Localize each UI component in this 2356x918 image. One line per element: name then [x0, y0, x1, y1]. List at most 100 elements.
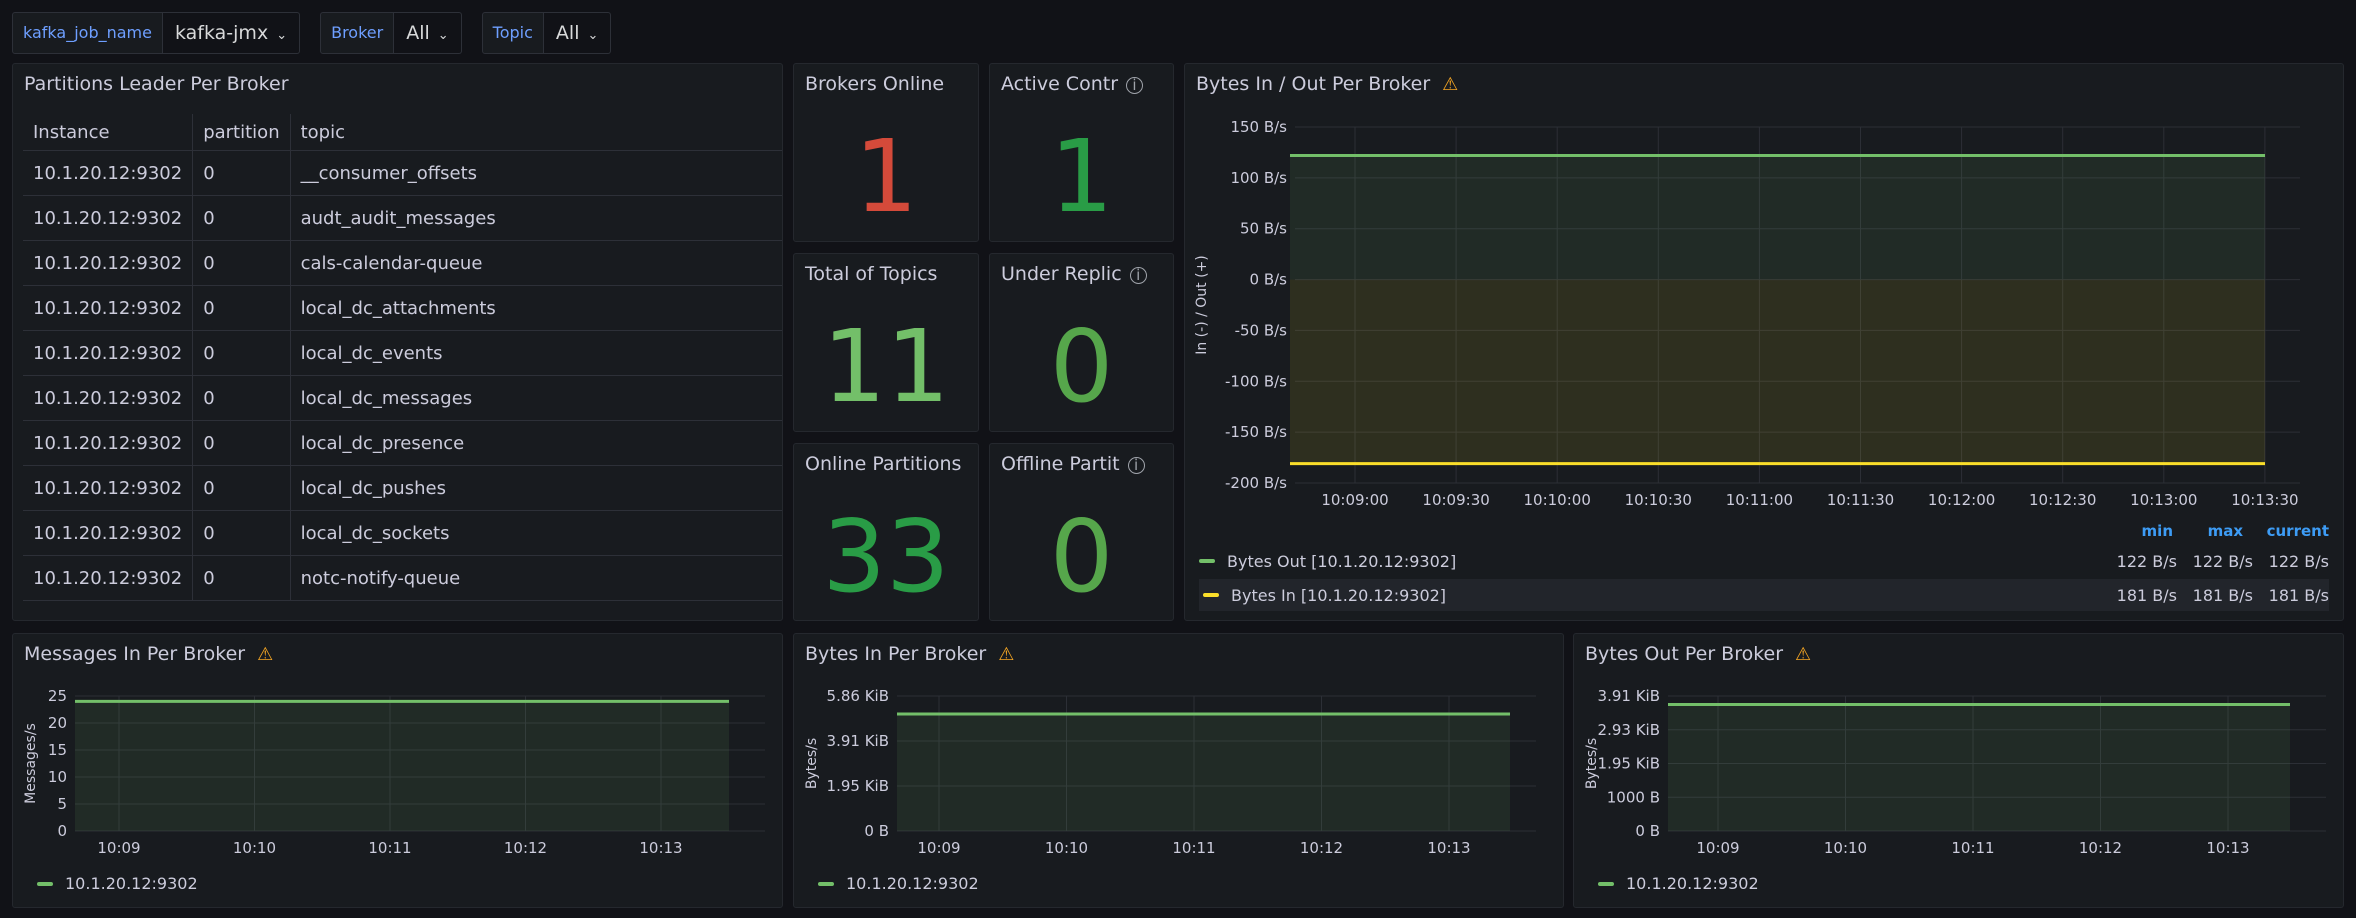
table-cell: local_dc_events — [290, 330, 782, 376]
chevron-down-icon: ⌄ — [587, 28, 599, 43]
table-cell: 10.1.20.12:9302 — [23, 330, 194, 376]
table-cell: local_dc_presence — [290, 420, 782, 466]
stat-active-controller: Active Contr i 1 — [989, 63, 1174, 242]
panel-title: Bytes Out Per Broker ⚠ — [1585, 643, 1812, 665]
table-cell: 10.1.20.12:9302 — [23, 375, 194, 421]
y-tick-label: 100 B/s — [1230, 169, 1287, 187]
legend-item[interactable]: 10.1.20.12:9302 — [37, 874, 198, 893]
x-tick-label: 10:09 — [97, 839, 140, 857]
partitions-panel: Partitions Leader Per Broker Instance pa… — [12, 63, 783, 621]
table-row: 10.1.20.12:9302 0 local_dc_sockets — [23, 510, 782, 556]
y-tick-label: 25 — [48, 687, 67, 705]
legend-swatch — [37, 881, 53, 886]
var-label-job: kafka_job_name — [12, 12, 163, 54]
warning-icon[interactable]: ⚠ — [257, 644, 274, 665]
table-cell: 10.1.20.12:9302 — [23, 150, 194, 196]
var-select-topic[interactable]: All ⌄ — [543, 12, 612, 54]
stat-value: 0 — [1049, 498, 1114, 615]
chevron-down-icon: ⌄ — [276, 28, 288, 43]
table-cell: 0 — [192, 330, 291, 376]
table-row: 10.1.20.12:9302 0 __consumer_offsets — [23, 150, 782, 196]
stat-value: 1 — [854, 118, 918, 235]
legend-item[interactable]: 10.1.20.12:9302 — [818, 874, 979, 893]
panel-title: Messages In Per Broker ⚠ — [24, 643, 274, 665]
legend-item-bytes-in[interactable]: Bytes In [10.1.20.12:9302] 181 B/s 181 B… — [1199, 579, 2329, 611]
table-cell: 0 — [192, 465, 291, 511]
panel-title: Bytes In Per Broker ⚠ — [805, 643, 1015, 665]
legend-item-bytes-out[interactable]: Bytes Out [10.1.20.12:9302] 122 B/s 122 … — [1199, 546, 2329, 576]
legend-max: 122 B/s — [2192, 551, 2253, 571]
legend-header-min[interactable]: min — [2141, 522, 2173, 540]
table-cell: 10.1.20.12:9302 — [23, 465, 194, 511]
legend-header-current[interactable]: current — [2266, 522, 2329, 540]
y-axis-label: In (-) / Out (+) — [1194, 255, 1210, 355]
y-tick-label: 0 — [57, 822, 67, 840]
x-tick-label: 10:11 — [368, 839, 411, 857]
bytes-out-panel: Bytes Out Per Broker ⚠ 3.91 KiB 2.93 KiB 1.… — [1573, 633, 2344, 908]
x-tick-label: 10:10 — [1045, 839, 1088, 857]
y-tick-label: 2.93 KiB — [1598, 721, 1660, 739]
table-cell: audt_audit_messages — [290, 195, 782, 241]
panel-title: Under Replic i — [1001, 263, 1147, 285]
table-cell: 0 — [192, 240, 291, 286]
y-tick-label: 1.95 KiB — [1598, 755, 1660, 773]
legend-item[interactable]: 10.1.20.12:9302 — [1598, 874, 1759, 893]
y-tick-label: 10 — [48, 768, 67, 786]
var-select-broker[interactable]: All ⌄ — [394, 12, 462, 54]
y-tick-label: 20 — [48, 714, 67, 732]
panel-title: Partitions Leader Per Broker — [24, 73, 289, 95]
table-cell: local_dc_attachments — [290, 285, 782, 331]
x-tick-label: 10:13:30 — [2231, 491, 2298, 509]
legend-label: 10.1.20.12:9302 — [1626, 874, 1759, 893]
x-tick-label: 10:12:30 — [2029, 491, 2096, 509]
y-tick-label: 1.95 KiB — [827, 777, 889, 795]
series-area — [1290, 279, 2265, 464]
panel-title: Online Partitions — [805, 453, 962, 475]
bytes-in-chart: 5.86 KiB 3.91 KiB 1.95 KiB 0 B 10:09 10:10 10:… — [804, 687, 1536, 857]
x-tick-label: 10:09:00 — [1321, 491, 1388, 509]
legend-label: Bytes Out [10.1.20.12:9302] — [1227, 551, 1457, 571]
column-header-topic[interactable]: topic — [290, 114, 782, 151]
y-tick-label: 5 — [57, 795, 67, 813]
var-select-job[interactable]: kafka-jmx ⌄ — [162, 12, 301, 54]
legend-swatch — [1203, 593, 1219, 597]
x-tick-label: 10:12 — [504, 839, 547, 857]
x-tick-label: 10:10:00 — [1524, 491, 1591, 509]
column-header-partition[interactable]: partition — [192, 114, 291, 151]
table-cell: 10.1.20.12:9302 — [23, 195, 194, 241]
legend-min: 181 B/s — [2116, 585, 2177, 605]
info-icon[interactable]: i — [1126, 77, 1144, 94]
legend-label: 10.1.20.12:9302 — [846, 874, 979, 893]
table-row: 10.1.20.12:9302 0 local_dc_messages — [23, 375, 782, 421]
x-tick-label: 10:13 — [639, 839, 682, 857]
info-icon[interactable]: i — [1127, 457, 1145, 474]
legend-header-max[interactable]: max — [2207, 522, 2243, 540]
panel-title: Bytes In / Out Per Broker ⚠ — [1196, 73, 1459, 95]
y-tick-label: -150 B/s — [1225, 423, 1287, 441]
x-tick-label: 10:11:30 — [1827, 491, 1894, 509]
legend-label: Bytes In [10.1.20.12:9302] — [1231, 585, 1447, 605]
x-tick-label: 10:12 — [1300, 839, 1343, 857]
x-tick-label: 10:09 — [1696, 839, 1739, 857]
warning-icon[interactable]: ⚠ — [998, 644, 1015, 665]
legend-min: 122 B/s — [2116, 551, 2177, 571]
table-cell: __consumer_offsets — [290, 150, 782, 196]
stat-value: 11 — [822, 308, 950, 425]
bytes-in-out-panel: Bytes In / Out Per Broker ⚠ 150 B/s 100 B/… — [1184, 63, 2344, 621]
bytes-in-out-chart: 150 B/s 100 B/s 50 B/s 0 B/s -50 B/s -100 B/s… — [1194, 118, 2300, 509]
y-tick-label: -200 B/s — [1225, 474, 1287, 492]
warning-icon[interactable]: ⚠ — [1442, 74, 1459, 95]
table-row: 10.1.20.12:9302 0 notc-notify-queue — [23, 555, 782, 601]
info-icon[interactable]: i — [1129, 267, 1147, 284]
warning-icon[interactable]: ⚠ — [1795, 644, 1812, 665]
x-tick-label: 10:11 — [1172, 839, 1215, 857]
table-cell: 0 — [192, 195, 291, 241]
column-header-instance[interactable]: Instance — [23, 114, 194, 151]
legend-label: 10.1.20.12:9302 — [65, 874, 198, 893]
panel-title: Offline Partit i — [1001, 453, 1145, 475]
table-cell: 0 — [192, 555, 291, 601]
table-cell: cals-calendar-queue — [290, 240, 782, 286]
y-tick-label: -100 B/s — [1225, 372, 1287, 390]
stat-under-replicated: Under Replic i 0 — [989, 253, 1174, 432]
table-row: 10.1.20.12:9302 0 cals-calendar-queue — [23, 240, 782, 286]
